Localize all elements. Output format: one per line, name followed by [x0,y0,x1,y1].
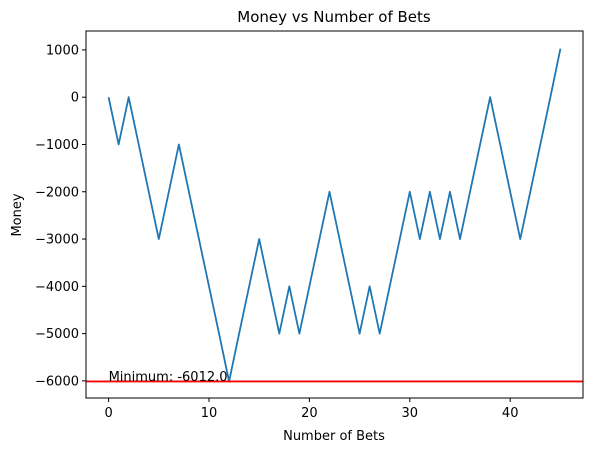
plot-frame [85,30,584,399]
x-tick-label: 10 [201,406,218,421]
y-axis-ticks: −6000 −5000 −4000 −3000 −2000 −1000 0 1000 [35,43,86,389]
plot-area: Minimum: -6012.0 [85,30,584,399]
y-axis-label: Money [10,193,25,236]
y-tick-label: −2000 [35,185,79,200]
y-tick-label: −5000 [35,327,79,342]
y-tick-label: 0 [71,91,79,106]
y-tick-label: 1000 [46,43,79,58]
x-tick-label: 20 [301,406,318,421]
x-axis-ticks: 0 10 20 30 40 [104,398,518,421]
chart-title: Money vs Number of Bets [237,8,431,26]
y-tick-label: −6000 [35,374,79,389]
y-tick-label: −3000 [35,233,79,248]
y-tick-label: −4000 [35,280,79,295]
minimum-annotation: Minimum: -6012.0 [109,370,228,385]
x-axis-label: Number of Bets [283,429,385,444]
x-tick-label: 0 [104,406,112,421]
y-tick-label: −1000 [35,138,79,153]
x-tick-label: 30 [402,406,419,421]
x-tick-label: 40 [502,406,519,421]
series-line-0 [107,48,562,383]
